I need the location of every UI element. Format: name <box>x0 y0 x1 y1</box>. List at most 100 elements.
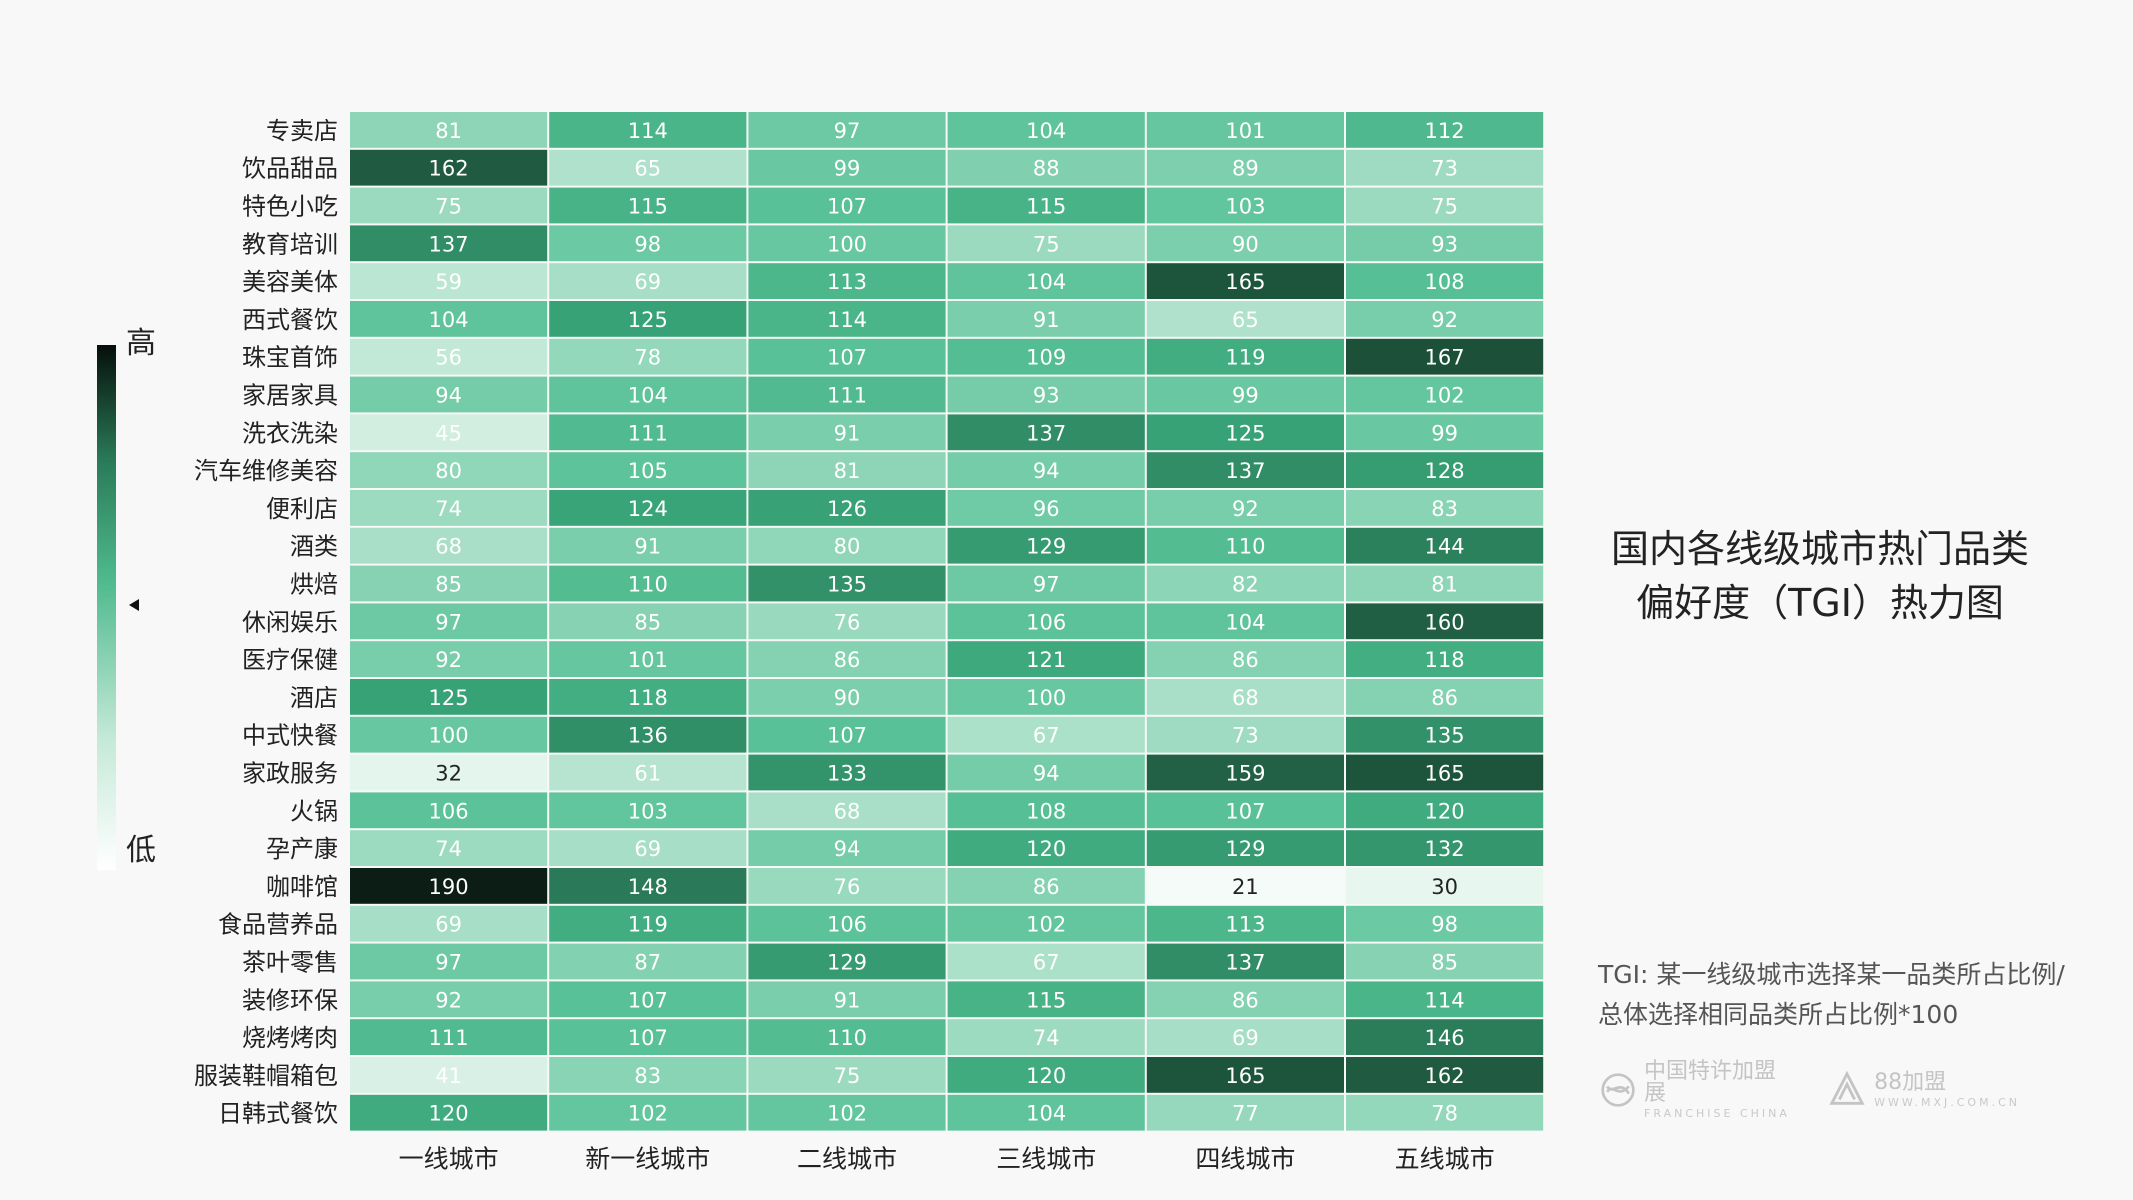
heatmap-cell-value: 75 <box>1033 232 1060 256</box>
heatmap-cell <box>1346 1019 1544 1055</box>
heatmap-cell-value: 92 <box>435 648 462 672</box>
heatmap-cell <box>549 641 747 677</box>
heatmap-cell-value: 65 <box>634 157 661 181</box>
heatmap-cell-value: 30 <box>1431 875 1458 899</box>
heatmap-cell <box>748 943 946 980</box>
heatmap-cell-value: 106 <box>1026 610 1066 634</box>
heatmap-cell-value: 92 <box>1431 308 1458 332</box>
heatmap-cell <box>947 187 1145 224</box>
heatmap-cell <box>549 905 747 942</box>
heatmap-cell-value: 107 <box>827 195 867 219</box>
heatmap-cell-value: 91 <box>634 535 661 559</box>
heatmap-cell <box>748 868 946 904</box>
mxj-logo-icon <box>1829 1071 1865 1105</box>
heatmap-cell <box>549 338 747 375</box>
heatmap-cell-value: 118 <box>1425 648 1465 672</box>
heatmap-cell <box>1346 679 1544 715</box>
heatmap-cell <box>947 301 1145 337</box>
heatmap-cell <box>748 112 946 148</box>
heatmap-cell <box>947 376 1145 413</box>
heatmap-cell <box>1346 263 1544 299</box>
heatmap-cell <box>1146 1057 1344 1093</box>
heatmap-cell-value: 86 <box>1033 875 1060 899</box>
heatmap-cell <box>549 830 747 866</box>
heatmap-cell <box>748 641 946 677</box>
heatmap-cell <box>350 565 548 602</box>
heatmap-cell-value: 75 <box>435 195 462 219</box>
heatmap-cell <box>748 338 946 375</box>
heatmap-cell <box>947 981 1145 1018</box>
heatmap-cell <box>748 376 946 413</box>
heatmap-cell <box>1146 490 1344 526</box>
heatmap-cell <box>549 603 747 640</box>
heatmap-cell-value: 120 <box>1026 1064 1066 1088</box>
heatmap-cell-value: 114 <box>827 308 867 332</box>
heatmap-cell-value: 110 <box>1225 535 1265 559</box>
heatmap-cell <box>350 1094 548 1131</box>
heatmap-cell <box>549 225 747 262</box>
heatmap-cell <box>350 868 548 904</box>
heatmap-cell <box>1346 225 1544 262</box>
heatmap-cell-value: 113 <box>1225 913 1265 937</box>
heatmap-cell <box>748 490 946 526</box>
row-label: 火锅 <box>290 797 338 825</box>
heatmap-cell-value: 102 <box>1026 913 1066 937</box>
heatmap-cell-value: 102 <box>628 1102 668 1126</box>
heatmap-cell-value: 132 <box>1425 837 1465 861</box>
heatmap-cell <box>947 603 1145 640</box>
heatmap-cell <box>1146 830 1344 866</box>
heatmap-cell-value: 99 <box>834 157 861 181</box>
row-label: 医疗保健 <box>242 646 338 674</box>
heatmap-cell-value: 68 <box>834 799 861 823</box>
heatmap-cell <box>350 754 548 791</box>
heatmap-cell <box>350 376 548 413</box>
heatmap-cell-value: 107 <box>827 724 867 748</box>
tgi-definition-note: TGI: 某一线级城市选择某一品类所占比例/ 总体选择相同品类所占比例*100 <box>1598 955 2118 1035</box>
heatmap-cell-value: 104 <box>429 308 469 332</box>
heatmap-cell <box>1146 754 1344 791</box>
heatmap-cell-value: 99 <box>1232 384 1259 408</box>
heatmap-cell <box>1346 905 1544 942</box>
heatmap-cell-value: 121 <box>1026 648 1066 672</box>
heatmap-cell <box>947 830 1145 866</box>
heatmap-cell <box>748 149 946 186</box>
heatmap-cell <box>1146 187 1344 224</box>
row-label: 孕产康 <box>266 835 338 863</box>
heatmap-cell-value: 67 <box>1033 724 1060 748</box>
heatmap-cell <box>350 792 548 829</box>
heatmap-cells: 81 114 97 104 101 112 162 65 99 88 89 73 75 115 107 115… <box>350 112 1544 1131</box>
heatmap-cell-value: 112 <box>1425 119 1465 143</box>
heatmap-cell-value: 190 <box>429 875 469 899</box>
heatmap-cell-value: 119 <box>1225 346 1265 370</box>
heatmap-cell <box>1346 754 1544 791</box>
heatmap-cell-value: 93 <box>1033 384 1060 408</box>
column-label: 一线城市 <box>399 1145 499 1174</box>
heatmap-cell <box>1346 112 1544 148</box>
heatmap-cell <box>350 981 548 1018</box>
heatmap-cell <box>748 263 946 299</box>
heatmap-cell-value: 137 <box>1225 951 1265 975</box>
heatmap-cell <box>549 868 747 904</box>
heatmap-cell <box>1146 225 1344 262</box>
heatmap-cell <box>350 301 548 337</box>
heatmap-cell-value: 76 <box>834 610 861 634</box>
heatmap-cell <box>1146 452 1344 488</box>
row-label: 汽车维修美容 <box>194 457 338 485</box>
heatmap-cell <box>1146 716 1344 753</box>
heatmap-cell-value: 108 <box>1026 799 1066 823</box>
row-label: 茶叶零售 <box>242 949 338 977</box>
heatmap-cell <box>1346 868 1544 904</box>
heatmap-cell-value: 165 <box>1425 762 1465 786</box>
heatmap-cell-value: 92 <box>1232 497 1259 521</box>
heatmap-cell-value: 94 <box>834 837 861 861</box>
heatmap-cell-value: 85 <box>1431 951 1458 975</box>
heatmap-cell-value: 160 <box>1425 610 1465 634</box>
heatmap-cell-value: 118 <box>628 686 668 710</box>
heatmap-cell-value: 165 <box>1225 1064 1265 1088</box>
heatmap-cell-value: 109 <box>1026 346 1066 370</box>
row-label: 特色小吃 <box>242 193 338 221</box>
heatmap-cell-value: 68 <box>1232 686 1259 710</box>
heatmap-cell-value: 148 <box>628 875 668 899</box>
heatmap-cell-value: 125 <box>628 308 668 332</box>
row-labels: 专卖店饮品甜品特色小吃教育培训美容美体西式餐饮珠宝首饰家居家具洗衣洗染汽车维修美… <box>194 117 338 1128</box>
